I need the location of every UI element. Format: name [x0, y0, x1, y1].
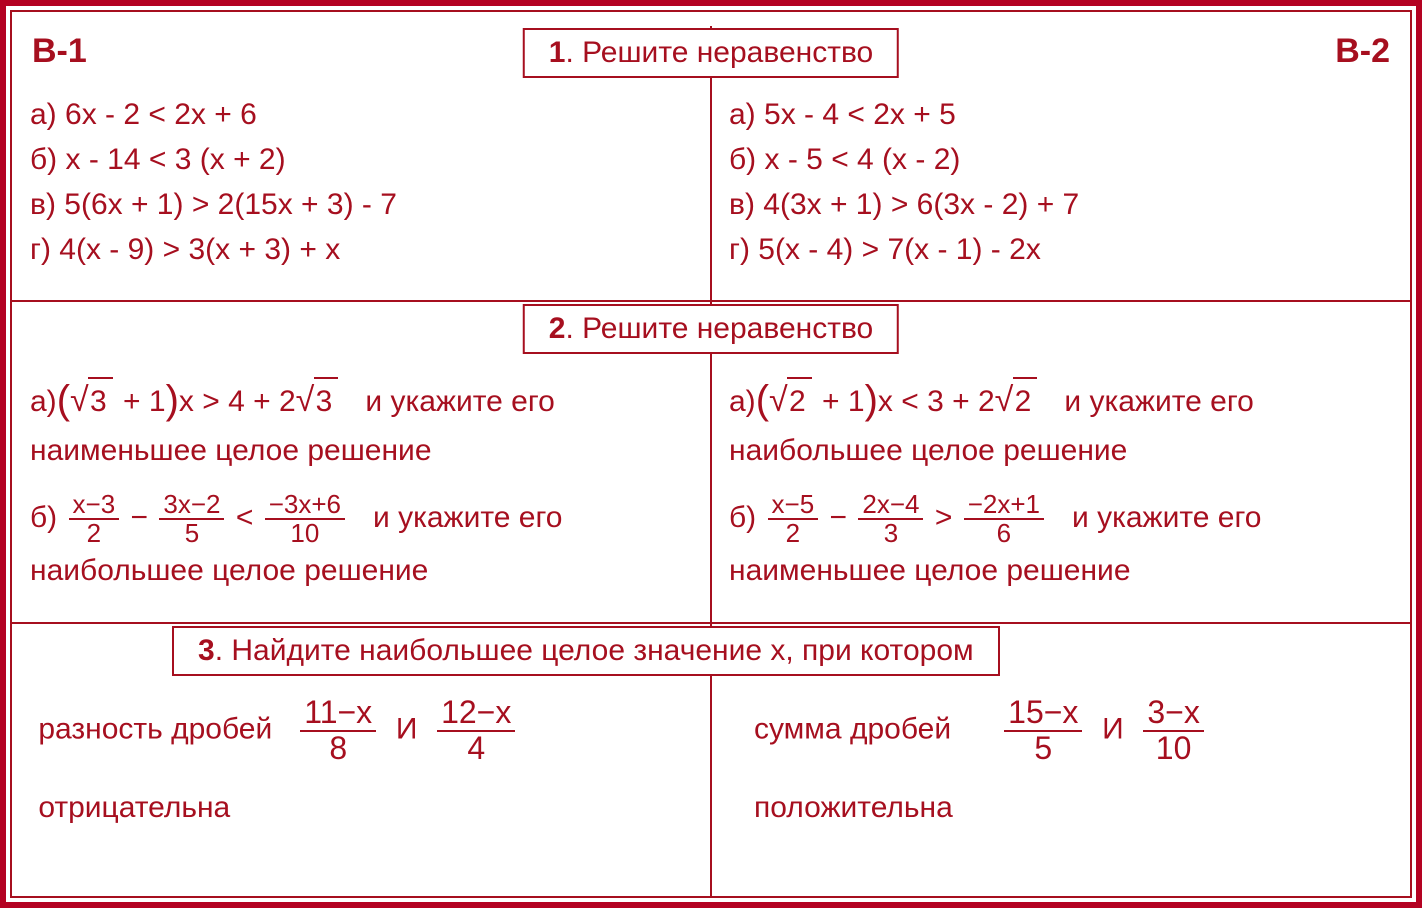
s2r-a-tail: и укажите его	[1064, 385, 1253, 418]
s2r-a-mid: + 1	[814, 385, 865, 418]
s2r-b-prefix: б)	[729, 501, 765, 534]
section-2-text: . Решите неравенство	[565, 312, 873, 345]
s2l-a-line1: а)(3 + 1)х > 4 + 23 и укажите его	[30, 368, 693, 428]
section-2-right: а)(2 + 1)х < 3 + 22 и укажите его наибол…	[711, 368, 1410, 593]
variant-label-left: В-1	[32, 32, 87, 71]
s3l-text1: разность дробей	[38, 713, 272, 746]
hline-1	[12, 300, 1410, 302]
s3r-text2: положительна	[729, 785, 1392, 830]
section-3-number: 3	[198, 634, 215, 667]
s2l-a-mid: + 1	[115, 385, 166, 418]
s2r-b-line2: наименьшее целое решение	[729, 548, 1392, 593]
s3l-line1: разность дробей 11−х8 И 12−х4	[30, 696, 693, 765]
worksheet-frame: В-1 В-2 1. Решите неравенство а) 6х - 2 …	[0, 0, 1422, 908]
fraction: х−32	[69, 491, 120, 548]
fraction: 12−х4	[437, 696, 515, 765]
fraction: 3х−25	[159, 491, 224, 548]
section-2-left: а)(3 + 1)х > 4 + 23 и укажите его наимен…	[12, 368, 711, 593]
minus: −	[830, 501, 856, 534]
s1r-c: в) 4(3х + 1) > 6(3х - 2) + 7	[729, 182, 1392, 227]
paren-close: )	[166, 378, 179, 422]
sqrt-icon: 2	[997, 377, 1038, 424]
section-3-text: . Найдите наибольшее целое значение х, п…	[215, 634, 974, 667]
s3r-line1: сумма дробей 15−х5 И 3−х10	[729, 696, 1392, 765]
hline-2	[12, 622, 1410, 624]
and-word: И	[1102, 713, 1124, 746]
section-1-left: а) 6х - 2 < 2х + 6 б) х - 14 < 3 (х + 2)…	[12, 92, 711, 272]
s2l-b-line2: наибольшее целое решение	[30, 548, 693, 593]
sqrt-icon: 3	[298, 377, 339, 424]
section-1-title: 1. Решите неравенство	[523, 28, 899, 78]
section-1-number: 1	[549, 36, 566, 69]
paren-close: )	[865, 378, 878, 422]
s2r-a-prefix: а)	[729, 385, 756, 418]
s2r-a-after: х < 3 + 2	[878, 385, 995, 418]
s2l-b-prefix: б)	[30, 501, 66, 534]
minus: −	[131, 501, 157, 534]
s2r-b-line1: б) х−52 − 2х−43 > −2х+16 и укажите его	[729, 491, 1392, 548]
section-3-left: разность дробей 11−х8 И 12−х4 отрицатель…	[12, 696, 711, 830]
fraction: 11−х8	[300, 696, 376, 765]
s2r-b-tail: и укажите его	[1072, 501, 1261, 534]
s2l-a-line2: наименьшее целое решение	[30, 428, 693, 473]
fraction: −3х+610	[265, 491, 345, 548]
variant-label-right: В-2	[1335, 32, 1390, 71]
s2r-a-line2: наибольшее целое решение	[729, 428, 1392, 473]
s2l-b-line1: б) х−32 − 3х−25 < −3х+610 и укажите его	[30, 491, 693, 548]
s2l-a-tail: и укажите его	[365, 385, 554, 418]
fraction: 2х−43	[858, 491, 923, 548]
s1r-b: б) х - 5 < 4 (х - 2)	[729, 137, 1392, 182]
sqrt-icon: 2	[771, 377, 812, 424]
s3l-text2: отрицательна	[30, 785, 693, 830]
fraction: х−52	[768, 491, 819, 548]
content-area: В-1 В-2 1. Решите неравенство а) 6х - 2 …	[12, 12, 1410, 896]
s2r-a-line1: а)(2 + 1)х < 3 + 22 и укажите его	[729, 368, 1392, 428]
s1l-b: б) х - 14 < 3 (х + 2)	[30, 137, 693, 182]
section-2-number: 2	[549, 312, 566, 345]
section-3-title: 3. Найдите наибольшее целое значение х, …	[172, 626, 1000, 676]
s1l-d: г) 4(х - 9) > 3(х + 3) + х	[30, 227, 693, 272]
section-2-title: 2. Решите неравенство	[523, 304, 899, 354]
fraction: 15−х5	[1004, 696, 1082, 765]
section-3-right: сумма дробей 15−х5 И 3−х10 положительна	[711, 696, 1410, 830]
op: >	[935, 501, 961, 534]
s2l-a-prefix: а)	[30, 385, 57, 418]
sqrt-icon: 3	[72, 377, 113, 424]
s1r-a: а) 5х - 4 < 2х + 5	[729, 92, 1392, 137]
section-1-text: . Решите неравенство	[565, 36, 873, 69]
s2l-b-tail: и укажите его	[373, 501, 562, 534]
and-word: И	[396, 713, 418, 746]
s2l-a-after: х > 4 + 2	[179, 385, 296, 418]
s1l-c: в) 5(6х + 1) > 2(15х + 3) - 7	[30, 182, 693, 227]
fraction: −2х+16	[964, 491, 1044, 548]
section-1-right: а) 5х - 4 < 2х + 5 б) х - 5 < 4 (х - 2) …	[711, 92, 1410, 272]
spacer	[729, 473, 1392, 491]
s1l-a: а) 6х - 2 < 2х + 6	[30, 92, 693, 137]
paren-open: (	[756, 378, 769, 422]
spacer	[729, 765, 1392, 785]
spacer	[30, 765, 693, 785]
s1r-d: г) 5(х - 4) > 7(х - 1) - 2х	[729, 227, 1392, 272]
s3r-text1: сумма дробей	[754, 713, 951, 746]
fraction: 3−х10	[1143, 696, 1203, 765]
paren-open: (	[57, 378, 70, 422]
spacer	[30, 473, 693, 491]
op: <	[236, 501, 262, 534]
